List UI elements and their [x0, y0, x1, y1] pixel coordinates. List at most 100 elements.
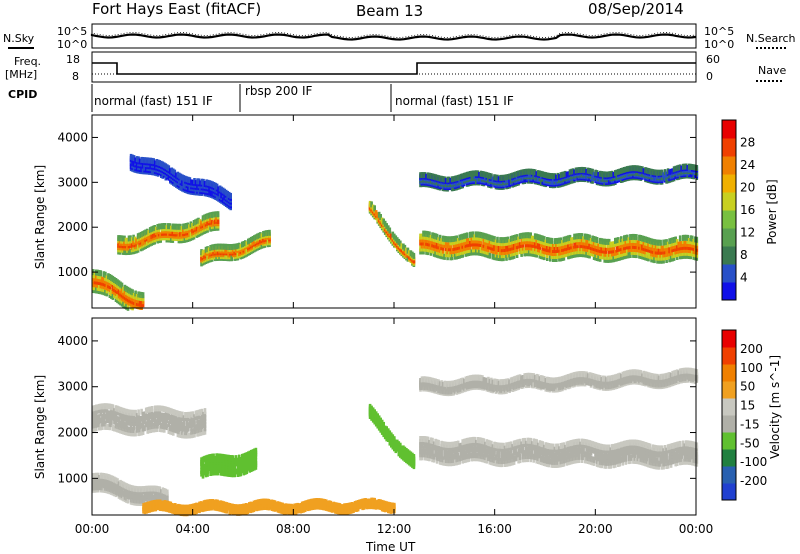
data-cell — [110, 274, 113, 281]
data-cell — [108, 274, 112, 280]
data-cell — [391, 231, 395, 238]
data-cell — [166, 424, 169, 431]
data-cell — [467, 171, 471, 178]
data-cell — [512, 458, 516, 465]
data-cell — [215, 215, 218, 222]
data-cell — [178, 172, 181, 179]
data-cell — [624, 449, 628, 456]
data-cell — [512, 455, 516, 462]
data-cell — [443, 447, 446, 454]
data-cell — [509, 177, 513, 184]
data-cell — [493, 457, 496, 463]
data-cell — [125, 426, 128, 432]
data-cell — [250, 236, 253, 243]
data-cell — [201, 250, 205, 257]
data-cell — [636, 439, 640, 446]
data-cell — [431, 447, 434, 453]
data-cell — [638, 165, 641, 172]
data-cell — [686, 234, 689, 241]
data-cell — [546, 451, 549, 458]
data-cell — [482, 238, 486, 245]
data-cell — [493, 236, 496, 243]
data-cell — [527, 450, 531, 456]
data-cell — [636, 246, 640, 253]
data-cell — [224, 189, 228, 196]
data-cell — [518, 242, 522, 249]
data-cell — [615, 169, 619, 176]
data-cell — [684, 443, 688, 450]
data-cell — [624, 166, 628, 173]
data-cell — [132, 430, 136, 437]
data-cell — [532, 235, 535, 242]
data-cell — [155, 159, 158, 165]
data-cell — [447, 451, 451, 458]
data-cell — [443, 441, 446, 448]
data-cell — [128, 416, 131, 423]
data-cell — [239, 244, 243, 251]
data-cell — [114, 415, 118, 422]
data-cell — [406, 255, 410, 262]
data-cell — [614, 237, 617, 244]
data-cell — [466, 453, 469, 460]
data-cell — [99, 407, 103, 414]
data-cell — [434, 451, 437, 458]
data-cell — [161, 223, 164, 230]
data-cell — [116, 294, 119, 301]
data-cell — [141, 157, 145, 163]
nsky-line — [90, 33, 697, 41]
data-cell — [464, 232, 468, 239]
data-cell — [530, 447, 534, 454]
data-cell — [188, 224, 191, 231]
data-cell — [441, 235, 445, 242]
data-cell — [536, 442, 540, 449]
data-cell — [620, 441, 623, 448]
data-cell — [520, 247, 523, 254]
data-cell — [135, 416, 139, 423]
data-cell — [630, 442, 634, 449]
data-cell — [476, 446, 480, 453]
data-cell — [623, 443, 626, 450]
data-cell — [179, 230, 182, 237]
data-cell — [121, 235, 125, 242]
data-cell — [95, 414, 98, 421]
data-cell — [189, 232, 193, 239]
data-cell — [122, 286, 125, 293]
data-cell — [419, 172, 422, 179]
data-cell — [509, 441, 513, 448]
data-cell — [500, 252, 504, 259]
data-cell — [101, 276, 104, 283]
data-cell — [452, 441, 455, 448]
data-cell — [586, 439, 590, 446]
data-cell — [677, 453, 680, 460]
data-cell — [409, 250, 413, 257]
data-cell — [146, 427, 149, 434]
data-cell — [441, 441, 445, 448]
data-cell — [196, 183, 199, 190]
data-cell — [218, 254, 221, 261]
data-cell — [148, 236, 152, 243]
data-cell — [149, 409, 152, 416]
data-cell — [151, 225, 155, 232]
data-cell — [638, 440, 641, 447]
data-cell — [425, 445, 428, 452]
data-cell — [125, 422, 128, 429]
data-cell — [564, 451, 567, 457]
data-cell — [576, 251, 579, 258]
data-cell — [207, 247, 211, 254]
data-cell — [677, 250, 680, 257]
data-cell — [663, 445, 667, 451]
data-cell — [555, 244, 558, 250]
data-cell — [636, 240, 640, 247]
data-cell — [155, 408, 158, 415]
data-cell — [217, 190, 220, 197]
data-cell — [370, 201, 373, 208]
data-cell — [541, 447, 545, 454]
data-cell — [215, 211, 218, 218]
data-cell — [464, 441, 468, 448]
data-cell — [544, 448, 548, 455]
data-cell — [589, 446, 593, 453]
data-cell — [636, 455, 640, 462]
data-cell — [511, 453, 514, 460]
data-cell — [660, 169, 664, 176]
data-cell — [129, 423, 133, 430]
